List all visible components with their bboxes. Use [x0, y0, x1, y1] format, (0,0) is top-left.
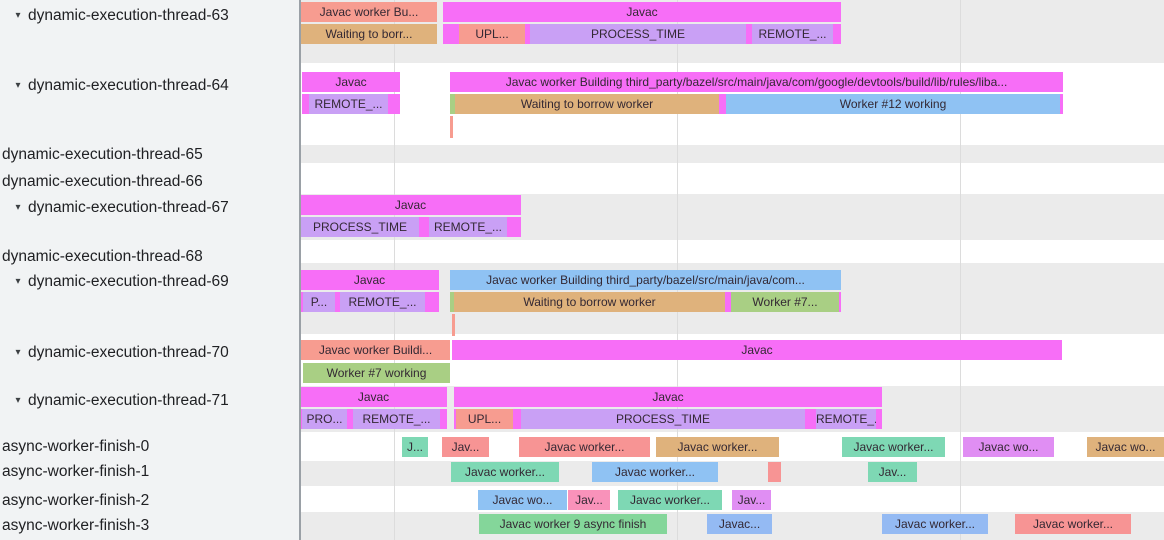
- sidebar-row-dynamic-execution-thread-65[interactable]: dynamic-execution-thread-65: [0, 143, 301, 167]
- trace-slice[interactable]: Javac wo...: [963, 437, 1054, 457]
- trace-slice[interactable]: Javac: [443, 2, 841, 22]
- sidebar-row-dynamic-execution-thread-66[interactable]: dynamic-execution-thread-66: [0, 170, 301, 194]
- sidebar-row-async-worker-finish-2[interactable]: async-worker-finish-2: [0, 489, 301, 513]
- trace-slice[interactable]: Javac worker...: [842, 437, 945, 457]
- trace-tick[interactable]: [452, 314, 455, 336]
- collapse-triangle-icon[interactable]: ▾: [15, 347, 21, 358]
- sidebar-row-dynamic-execution-thread-70[interactable]: ▾ dynamic-execution-thread-70: [0, 341, 307, 365]
- sidebar-row-async-worker-finish-1[interactable]: async-worker-finish-1: [0, 460, 301, 484]
- timeline-gridline: [960, 0, 961, 540]
- trace-slice[interactable]: Waiting to borr...: [301, 24, 437, 44]
- sidebar-row-async-worker-finish-3[interactable]: async-worker-finish-3: [0, 514, 301, 538]
- trace-slice[interactable]: Jav...: [442, 437, 489, 457]
- sidebar-row-dynamic-execution-thread-64[interactable]: ▾ dynamic-execution-thread-64: [0, 74, 307, 98]
- thread-name-label: dynamic-execution-thread-63: [28, 7, 229, 24]
- sidebar-row-dynamic-execution-thread-71[interactable]: ▾ dynamic-execution-thread-71: [0, 389, 307, 413]
- trace-slice[interactable]: PROCESS_TIME: [530, 24, 746, 44]
- trace-slice[interactable]: J...: [402, 437, 428, 457]
- trace-slice[interactable]: Jav...: [868, 462, 917, 482]
- trace-slice[interactable]: Javac worker...: [656, 437, 779, 457]
- trace-slice[interactable]: Javac worker Buildi...: [301, 340, 450, 360]
- collapse-triangle-icon[interactable]: ▾: [15, 80, 21, 91]
- trace-slice[interactable]: Javac: [452, 340, 1062, 360]
- trace-slice[interactable]: [768, 462, 781, 482]
- collapse-triangle-icon[interactable]: ▾: [15, 202, 21, 213]
- thread-name-label: dynamic-execution-thread-70: [28, 344, 229, 361]
- trace-slice[interactable]: UPL...: [456, 409, 513, 429]
- sidebar-row-async-worker-finish-0[interactable]: async-worker-finish-0: [0, 435, 301, 459]
- trace-slice[interactable]: Javac: [454, 387, 882, 407]
- trace-slice[interactable]: Javac worker...: [882, 514, 988, 534]
- trace-slice[interactable]: Worker #7...: [731, 292, 839, 312]
- trace-slice[interactable]: Javac worker 9 async finish: [479, 514, 667, 534]
- trace-slice[interactable]: PROCESS_TIME: [521, 409, 805, 429]
- trace-slice[interactable]: [450, 292, 454, 312]
- trace-slice[interactable]: Javac worker...: [592, 462, 718, 482]
- trace-slice[interactable]: Javac worker...: [1015, 514, 1131, 534]
- trace-slice[interactable]: REMOTE_...: [309, 94, 388, 114]
- thread-name-label: dynamic-execution-thread-64: [28, 77, 229, 94]
- thread-name-label: dynamic-execution-thread-66: [2, 173, 203, 190]
- thread-name-label: dynamic-execution-thread-68: [2, 248, 203, 265]
- sidebar: ▾ dynamic-execution-thread-63 ▾ dynamic-exe…: [0, 0, 301, 540]
- trace-slice[interactable]: Javac: [300, 270, 439, 290]
- thread-name-label: dynamic-execution-thread-69: [28, 273, 229, 290]
- trace-slice[interactable]: Javac: [300, 387, 447, 407]
- trace-slice[interactable]: Worker #7 working: [303, 363, 450, 383]
- thread-name-label: dynamic-execution-thread-71: [28, 392, 229, 409]
- trace-slice[interactable]: P...: [303, 292, 335, 312]
- trace-slice[interactable]: Javac worker Bu...: [301, 2, 437, 22]
- trace-slice[interactable]: Javac worker...: [451, 462, 559, 482]
- trace-slice[interactable]: Javac worker...: [618, 490, 722, 510]
- trace-slice[interactable]: Javac...: [707, 514, 772, 534]
- sidebar-row-dynamic-execution-thread-67[interactable]: ▾ dynamic-execution-thread-67: [0, 196, 307, 220]
- trace-slice[interactable]: Waiting to borrow worker: [454, 292, 725, 312]
- trace-slice[interactable]: Javac wo...: [1087, 437, 1164, 457]
- trace-slice[interactable]: REMOTE_...: [353, 409, 440, 429]
- track-background-band: [301, 145, 1164, 163]
- trace-slice[interactable]: PRO...: [302, 409, 347, 429]
- sidebar-row-dynamic-execution-thread-69[interactable]: ▾ dynamic-execution-thread-69: [0, 270, 307, 294]
- trace-slice[interactable]: Worker #12 working: [726, 94, 1060, 114]
- thread-name-label: async-worker-finish-2: [2, 492, 150, 509]
- trace-slice[interactable]: Javac wo...: [478, 490, 567, 510]
- collapse-triangle-icon[interactable]: ▾: [15, 276, 21, 287]
- thread-name-label: async-worker-finish-3: [2, 517, 150, 534]
- trace-slice[interactable]: Jav...: [732, 490, 771, 510]
- collapse-triangle-icon[interactable]: ▾: [15, 10, 21, 21]
- thread-name-label: async-worker-finish-0: [2, 438, 150, 455]
- trace-slice[interactable]: Javac worker Building third_party/bazel/…: [450, 270, 841, 290]
- trace-slice[interactable]: REMOTE_...: [816, 409, 876, 429]
- trace-slice[interactable]: Jav...: [568, 490, 610, 510]
- trace-slice[interactable]: REMOTE_...: [340, 292, 425, 312]
- trace-slice[interactable]: Javac worker Building third_party/bazel/…: [450, 72, 1063, 92]
- thread-name-label: dynamic-execution-thread-67: [28, 199, 229, 216]
- trace-slice[interactable]: Javac: [302, 72, 400, 92]
- sidebar-row-dynamic-execution-thread-68[interactable]: dynamic-execution-thread-68: [0, 245, 301, 269]
- trace-slice[interactable]: Javac: [300, 195, 521, 215]
- track-background-band: [301, 461, 1164, 486]
- trace-tick[interactable]: [450, 116, 453, 138]
- trace-slice[interactable]: PROCESS_TIME: [301, 217, 419, 237]
- thread-name-label: dynamic-execution-thread-65: [2, 146, 203, 163]
- trace-slice[interactable]: UPL...: [459, 24, 525, 44]
- thread-name-label: async-worker-finish-1: [2, 463, 150, 480]
- trace-slice[interactable]: Waiting to borrow worker: [455, 94, 719, 114]
- collapse-triangle-icon[interactable]: ▾: [15, 395, 21, 406]
- sidebar-row-dynamic-execution-thread-63[interactable]: ▾ dynamic-execution-thread-63: [0, 4, 307, 28]
- trace-slice[interactable]: REMOTE_...: [752, 24, 833, 44]
- trace-slice[interactable]: REMOTE_...: [429, 217, 507, 237]
- track-background-band: [301, 240, 1164, 263]
- trace-slice[interactable]: [450, 94, 455, 114]
- trace-slice[interactable]: Javac worker...: [519, 437, 650, 457]
- track-background-band: [301, 163, 1164, 194]
